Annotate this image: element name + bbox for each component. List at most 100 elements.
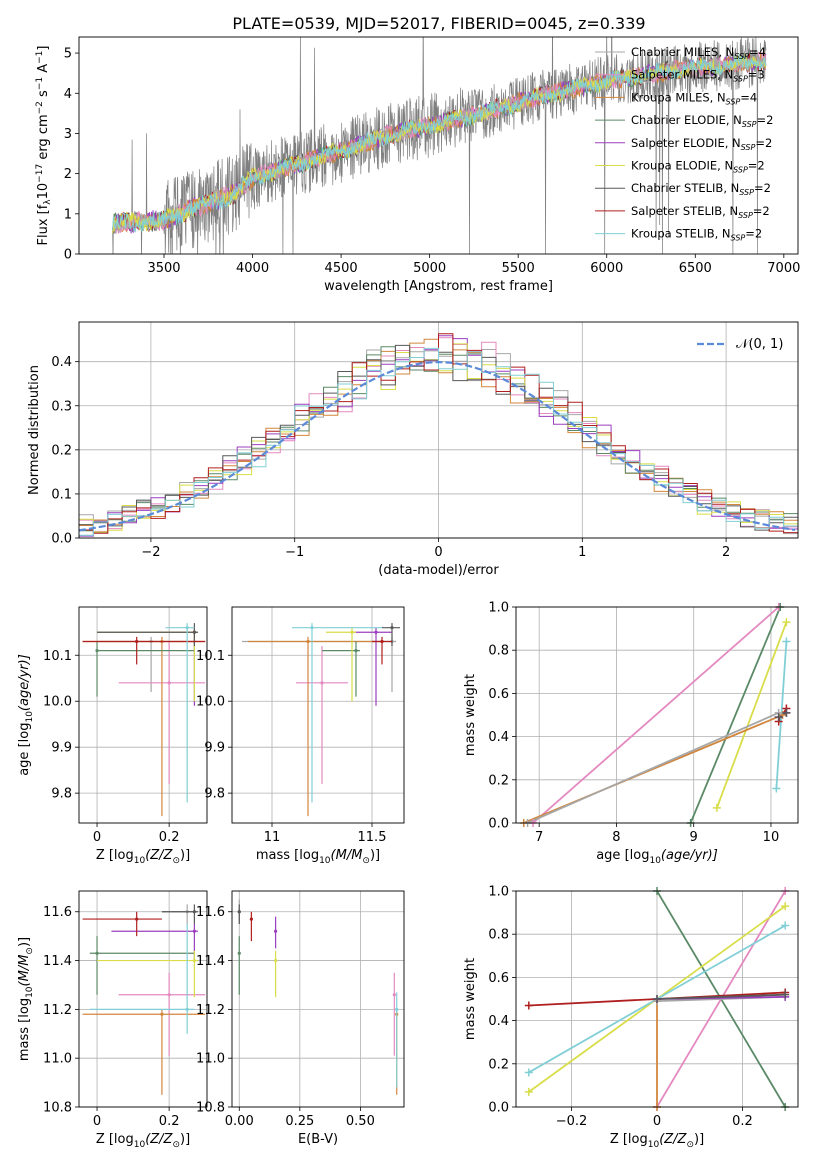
figure-title: PLATE=0539, MJD=52017, FIBERID=0045, z=0… [232,14,645,33]
ytick-label-3: 3 [64,127,72,142]
point-chabrier_elodie [237,951,241,955]
ytick-label-2: 0.4 [488,730,509,745]
y-axis-label: age [log10(age/yr)] [17,654,35,776]
point-chabrier_stelib [237,910,241,914]
ytick-label-3: 10.1 [43,649,72,664]
ytick-label-0: 10.8 [43,1101,72,1116]
legend-label-chabrier_miles: Chabrier MILES, NSSP=4 [631,45,766,61]
ytick-label-4: 0.8 [488,644,509,659]
weight-line-chabrier_elodie [689,607,782,823]
plot-area-mass_vs_ebv [237,899,399,1095]
ytick-label-4: 0.4 [51,355,72,370]
ytick-label-5: 1.0 [488,601,509,616]
weight-marker-kroupa_stelib-0 [524,1068,533,1077]
point-salpeter_elodie [274,929,278,933]
xtick-label-3: 5000 [413,261,446,276]
xtick-label-2: 0.2 [732,1114,753,1129]
ytick-label-5: 1.0 [488,885,509,900]
ytick-label-3: 0.6 [488,687,509,702]
ytick-label-0: 9.8 [51,787,72,802]
xtick-label-0: 11 [264,830,281,845]
weight-marker-kroupa_elodie-0 [712,803,721,812]
ytick-label-0: 0 [64,248,72,263]
axes-frame [78,606,208,824]
ytick-label-0: 9.8 [204,787,225,802]
weight-line-chabrier_stelib [656,993,786,1000]
xtick-label-1: 4000 [236,261,269,276]
legend-label-normal: 𝒩(0, 1) [736,337,783,352]
hist-kroupa_stelib [79,347,798,536]
axes-frame [231,606,405,824]
ytick-label-2: 2 [64,167,72,182]
xtick-label-3: 10 [763,830,780,845]
legend-label-kroupa_miles: Kroupa MILES, NSSP=4 [631,90,757,106]
panel-age_vs_Z: 0 0.2 9.8 9.9 10.0 10.1 Z [log10(Z/Z⊙)] age [lo… [17,606,208,866]
legend-label-chabrier_elodie: Chabrier ELODIE, NSSP=2 [631,113,773,129]
axes-frame [78,890,208,1108]
x-axis-label: wavelength [Angstrom, rest frame] [324,279,553,294]
ytick-label-1: 11.0 [43,1052,72,1067]
panel-mass_vs_Z: 0 0.2 10.8 11.0 11.2 11.4 11.6 Z [log10(Z/Z⊙)] m… [17,890,208,1150]
panel-weight_vs_age: 7 8 9 10 0.0 0.2 0.4 0.6 0.8 1.0 age [log10(age/yr… [463,601,799,866]
xtick-label-2: 0 [434,545,442,560]
panel-age_vs_mass: 11 11.5 9.8 9.9 10.0 10.1 mass [log10(M/M⊙)] [196,606,405,866]
x-axis-label: Z [log10(Z/Z⊙)] [610,1132,704,1150]
ytick-label-2: 11.2 [43,1003,72,1018]
weight-line-salpeter_miles [532,607,780,823]
point-salpeter_elodie [374,630,378,634]
ytick-label-1: 0.1 [51,487,72,502]
legend-label-kroupa_elodie: Kroupa ELODIE, NSSP=2 [631,159,765,175]
xtick-label-0: −2 [141,545,160,560]
panels: 3500 4000 4500 5000 5500 6000 6500 7000012345wa… [17,36,800,1150]
xtick-label-5: 6000 [590,261,623,276]
panel-weight_vs_Z: −0.2 0 0.2 0.0 0.2 0.4 0.6 0.8 1.0 Z [log10(Z/Z⊙)… [463,885,799,1150]
xtick-label-0: 7 [535,830,543,845]
point-kroupa_elodie [274,958,278,963]
point-salpeter_miles [320,681,324,685]
x-axis-label: E(B-V) [298,1132,338,1147]
panel-spectrum: 3500 4000 4500 5000 5500 6000 6500 7000 0 1 2 3 4 5 wa… [35,36,800,294]
xtick-label-1: 0 [653,1114,661,1129]
x-axis-label: mass [log10(M/M⊙)] [256,848,380,866]
point-salpeter_stelib [249,917,253,921]
legend-label-salpeter_elodie: Salpeter ELODIE, NSSP=2 [631,136,772,152]
legend-label-salpeter_miles: Salpeter MILES, NSSP=3 [631,68,765,84]
ytick-label-0: 0.0 [51,532,72,547]
ytick-label-4: 11.6 [43,905,72,920]
y-axis-label: mass [log10(M/M⊙)] [17,937,35,1061]
point-salpeter_elodie [192,929,196,933]
ytick-label-3: 11.4 [196,954,225,969]
legend-label-kroupa_stelib: Kroupa STELIB, NSSP=2 [631,227,762,243]
ytick-label-0: 10.8 [196,1101,225,1116]
y-axis-label: mass weight [463,958,478,1040]
weight-marker-kroupa_stelib-1 [781,921,790,930]
point-kroupa_elodie [350,630,354,634]
xtick-label-0: 0 [93,1114,101,1129]
point-salpeter_miles [167,993,171,997]
ytick-label-5: 5 [64,47,72,62]
ytick-label-2: 11.2 [196,1003,225,1018]
ytick-label-4: 0.8 [488,928,509,943]
xtick-label-6: 6500 [679,261,712,276]
ytick-label-2: 10.0 [43,695,72,710]
x-axis-label: age [log10(age/yr)] [596,848,718,866]
legend-label-salpeter_stelib: Salpeter STELIB, NSSP=2 [631,204,770,220]
xtick-label-1: 8 [612,830,620,845]
ytick-label-1: 0.2 [488,773,509,788]
axes-frame [78,36,799,255]
x-axis-label: Z [log10(Z/Z⊙)] [96,848,190,866]
y-axis-label: mass weight [463,674,478,756]
plot-area-residuals [79,333,798,537]
axes-frame [231,890,405,1108]
ytick-label-3: 0.6 [488,971,509,986]
point-salpeter_stelib [380,639,384,644]
ytick-label-0: 0.0 [488,817,509,832]
point-kroupa_miles [306,639,310,644]
weight-marker-chabrier_stelib-1 [781,990,790,999]
ytick-label-1: 1 [64,207,72,222]
plot-area-age_vs_Z [82,623,206,817]
xtick-label-3: 1 [578,545,586,560]
point-chabrier_elodie [95,951,99,955]
x-axis-label: Z [log10(Z/Z⊙)] [96,1132,190,1150]
